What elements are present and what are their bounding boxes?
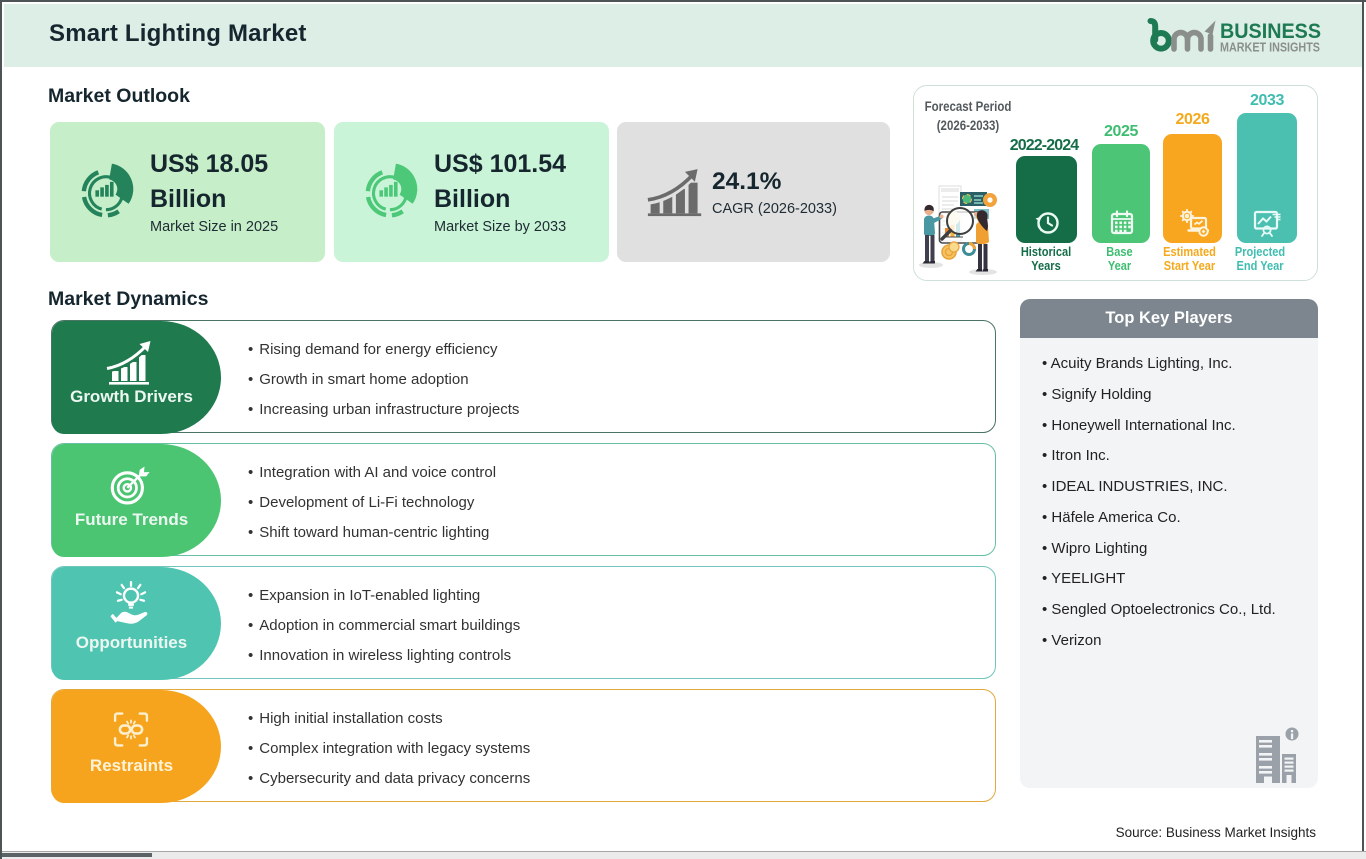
svg-text:BUSINESS: BUSINESS [1220, 20, 1321, 43]
svg-text:MARKET INSIGHTS: MARKET INSIGHTS [1220, 40, 1320, 54]
